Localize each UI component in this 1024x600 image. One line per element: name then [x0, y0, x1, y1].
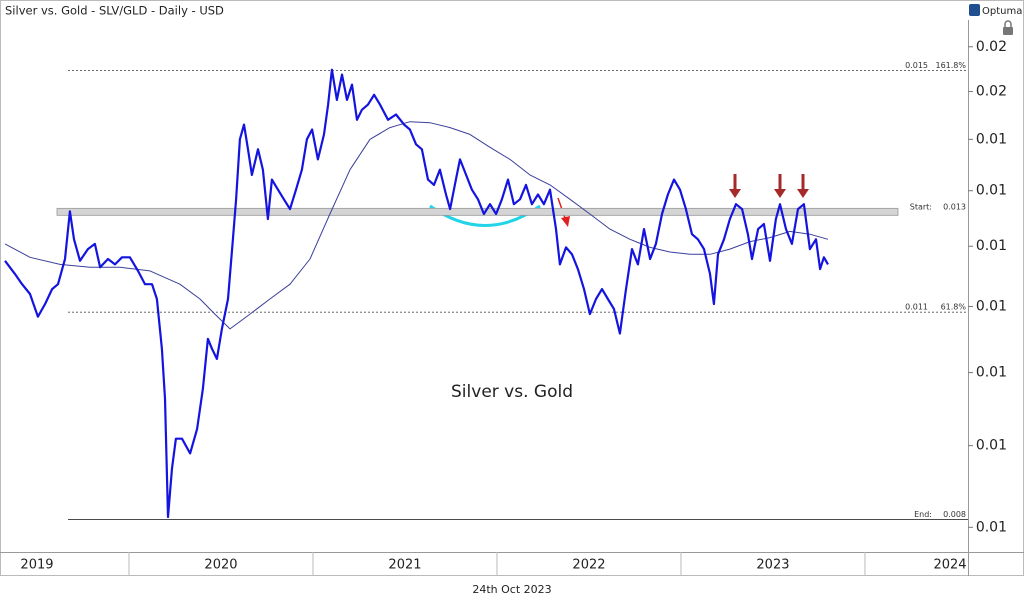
- y-tick-label: 0.01: [976, 238, 1007, 254]
- annotation: Silver vs. Gold: [451, 382, 573, 402]
- brand-logo: Optuma: [969, 4, 1022, 17]
- x-tick-label: 2020: [204, 558, 237, 573]
- y-tick-label: 0.01: [976, 299, 1007, 315]
- y-tick-label: 0.02: [976, 84, 1007, 100]
- x-tick-label: 2021: [388, 558, 421, 573]
- level-label: Start:: [910, 202, 932, 211]
- y-tick-label: 0.01: [976, 365, 1007, 381]
- resistance-arrows: [729, 174, 809, 198]
- level-value: 0.015: [905, 61, 928, 70]
- level-label: 61.8%: [941, 303, 967, 312]
- x-tick-label: 2019: [20, 558, 53, 573]
- x-tick-label: 2023: [756, 558, 789, 573]
- y-tick-label: 0.01: [976, 438, 1007, 454]
- footer-date: 24th Oct 2023: [472, 583, 551, 596]
- brand: Optuma: [982, 6, 1022, 17]
- level-label: End:: [914, 510, 932, 519]
- level-value: 0.013: [943, 202, 966, 211]
- y-tick-label: 0.01: [976, 519, 1007, 535]
- chart-title: Silver vs. Gold - SLV/GLD - Daily - USD: [5, 4, 224, 18]
- level-label: 161.8%: [935, 61, 966, 70]
- level-value: 0.008: [943, 510, 966, 519]
- x-tick-label: 2022: [572, 558, 605, 573]
- series-line: [4, 68, 829, 519]
- lock-icon: [1003, 20, 1013, 35]
- y-tick-label: 0.01: [976, 131, 1007, 147]
- y-tick-label: 0.01: [976, 183, 1007, 199]
- x-tick-label: 2024: [933, 558, 966, 573]
- level-value: 0.011: [905, 303, 928, 312]
- level-band: [56, 207, 899, 216]
- series-line: [4, 121, 829, 330]
- y-tick-label: 0.02: [976, 39, 1007, 55]
